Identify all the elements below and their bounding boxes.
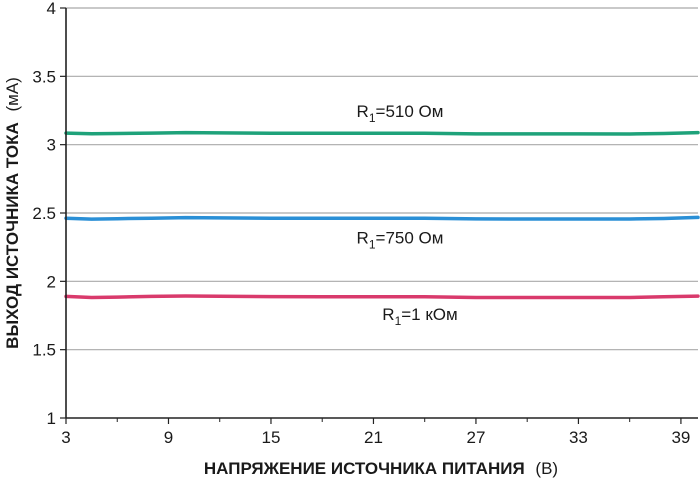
- series-label-main: R: [357, 228, 369, 247]
- series-label-rest: =510 Ом: [376, 102, 444, 121]
- y-tick-label: 2: [47, 272, 56, 291]
- x-tick-label: 9: [164, 428, 173, 447]
- y-axis-title: ВЫХОД ИСТОЧНИКА ТОКА (мА): [3, 77, 22, 349]
- x-tick-label: 33: [569, 428, 588, 447]
- x-axis-title-unit: (В): [535, 459, 558, 478]
- x-tick-label: 21: [364, 428, 383, 447]
- x-tick-label: 15: [262, 428, 281, 447]
- tick-labels: 11.522.533.543 9 15 21 27 33 39: [32, 0, 690, 447]
- series-line: [64, 130, 700, 136]
- series-label-main: R: [382, 305, 394, 324]
- axes: [60, 7, 698, 424]
- y-tick-label: 2.5: [32, 204, 56, 223]
- series-label-subscript: 1: [395, 314, 402, 328]
- series-label: R1=510 Ом: [357, 102, 444, 125]
- y-axis-title-unit: (мА): [3, 77, 22, 111]
- series-label-rest: =750 Ом: [376, 228, 444, 247]
- x-tick-label: 39: [671, 428, 690, 447]
- y-tick-label: 3.5: [32, 67, 56, 86]
- y-tick-label: 1.5: [32, 341, 56, 360]
- x-axis-title-text: НАПРЯЖЕНИЕ ИСТОЧНИКА ПИТАНИЯ: [204, 459, 525, 478]
- y-axis-title-text: ВЫХОД ИСТОЧНИКА ТОКА: [3, 122, 22, 349]
- series-label-subscript: 1: [369, 237, 376, 251]
- series-line: [64, 294, 700, 300]
- series-line: [64, 215, 700, 221]
- series-label-rest: =1 кОм: [401, 305, 457, 324]
- x-axis-title: НАПРЯЖЕНИЕ ИСТОЧНИКА ПИТАНИЯ (В): [204, 459, 558, 478]
- series-label-main: R: [357, 102, 369, 121]
- y-tick-label: 3: [47, 136, 56, 155]
- series-label: R1=1 кОм: [382, 305, 457, 328]
- series-label-subscript: 1: [369, 111, 376, 125]
- x-tick-label: 3: [61, 428, 70, 447]
- series-label: R1=750 Ом: [357, 228, 444, 251]
- y-tick-label: 1: [47, 409, 56, 428]
- gridlines: [66, 7, 698, 351]
- x-tick-label: 27: [466, 428, 485, 447]
- series-lines: [64, 130, 700, 300]
- y-tick-label: 4: [47, 0, 56, 18]
